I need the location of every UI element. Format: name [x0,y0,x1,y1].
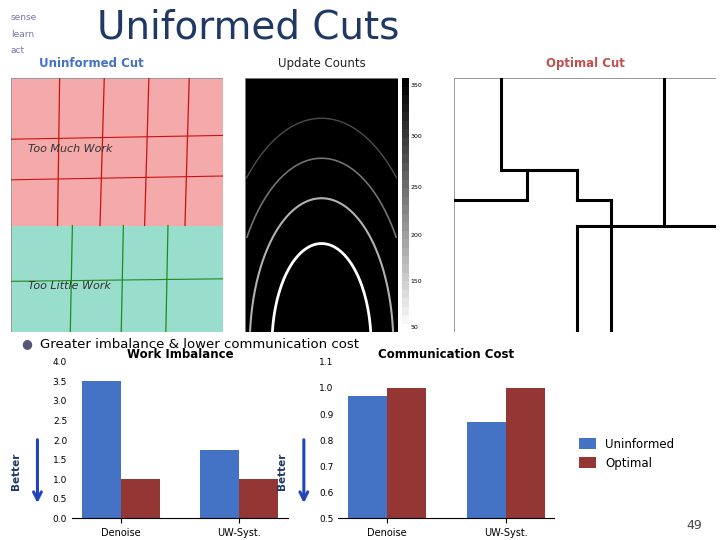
FancyBboxPatch shape [402,290,409,298]
FancyBboxPatch shape [245,78,398,332]
Text: 150: 150 [410,279,422,284]
Text: Update Counts: Update Counts [278,57,366,70]
Text: Better: Better [277,453,287,490]
Legend: Uninformed, Optimal: Uninformed, Optimal [575,433,679,474]
FancyBboxPatch shape [11,78,223,226]
Bar [200,450,239,518]
FancyBboxPatch shape [402,112,409,120]
FancyBboxPatch shape [402,281,409,290]
FancyBboxPatch shape [402,247,409,256]
Bar [82,381,121,518]
FancyBboxPatch shape [402,205,409,214]
FancyBboxPatch shape [454,78,716,332]
FancyBboxPatch shape [402,120,409,129]
FancyBboxPatch shape [402,171,409,180]
Bar [467,422,505,540]
Text: Optimal Cut: Optimal Cut [546,57,624,70]
FancyBboxPatch shape [402,298,409,307]
FancyBboxPatch shape [402,214,409,222]
Bar [387,388,426,540]
FancyBboxPatch shape [402,129,409,138]
FancyBboxPatch shape [402,87,409,95]
Text: Uninformed Cut: Uninformed Cut [39,57,144,70]
FancyBboxPatch shape [402,146,409,154]
Text: Too Little Work: Too Little Work [28,281,111,292]
Title: Communication Cost: Communication Cost [378,348,515,361]
FancyBboxPatch shape [11,226,223,332]
FancyBboxPatch shape [402,315,409,323]
FancyBboxPatch shape [402,231,409,239]
Text: 300: 300 [410,134,423,139]
FancyBboxPatch shape [402,95,409,104]
FancyBboxPatch shape [402,265,409,273]
FancyBboxPatch shape [402,239,409,247]
FancyBboxPatch shape [402,104,409,112]
Text: learn: learn [11,30,34,39]
FancyBboxPatch shape [402,163,409,171]
Title: Work Imbalance: Work Imbalance [127,348,233,361]
Text: 49: 49 [686,519,702,532]
Text: 50: 50 [410,325,418,329]
FancyBboxPatch shape [402,180,409,188]
FancyBboxPatch shape [402,222,409,231]
Text: 200: 200 [410,233,423,238]
Text: Greater imbalance & lower communication cost: Greater imbalance & lower communication … [40,338,359,350]
Bar [348,396,387,540]
Text: 250: 250 [410,185,423,190]
Bar [121,480,160,518]
FancyBboxPatch shape [402,307,409,315]
Text: ●: ● [22,338,32,350]
Text: Too Much Work: Too Much Work [28,144,112,154]
Text: Uniformed Cuts: Uniformed Cuts [97,8,400,46]
Text: sense: sense [11,14,37,23]
FancyBboxPatch shape [402,256,409,265]
Bar [239,480,278,518]
FancyBboxPatch shape [402,197,409,205]
Text: 350: 350 [410,83,423,89]
FancyBboxPatch shape [402,78,409,87]
FancyBboxPatch shape [402,188,409,197]
FancyBboxPatch shape [402,273,409,281]
Bar [505,388,544,540]
FancyBboxPatch shape [402,138,409,146]
FancyBboxPatch shape [402,154,409,163]
FancyBboxPatch shape [402,323,409,332]
Text: act: act [11,46,25,55]
Text: Better: Better [11,453,21,490]
